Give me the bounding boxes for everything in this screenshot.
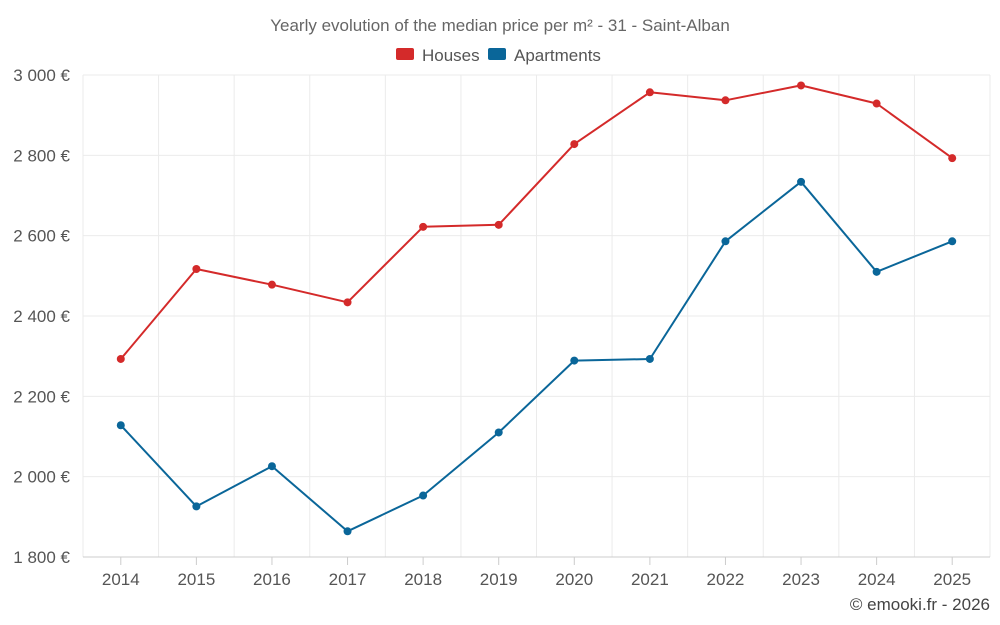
x-tick-label: 2024 [858, 570, 896, 589]
data-point-apartments[interactable] [645, 354, 654, 363]
grid [82, 74, 991, 558]
legend-item-apartments[interactable]: Apartments [488, 46, 601, 65]
legend-label-apartments: Apartments [514, 46, 601, 65]
x-tick-label: 2019 [480, 570, 518, 589]
data-point-houses[interactable] [343, 298, 352, 307]
data-point-apartments[interactable] [192, 502, 201, 511]
y-tick-label: 1 800 € [13, 548, 70, 567]
x-axis: 2014 2015 2016 2017 2018 2019 2020 2021 2022 2023… [83, 556, 990, 589]
x-tick-label: 2015 [177, 570, 215, 589]
x-tick-label: 2017 [329, 570, 367, 589]
y-tick-label: 2 000 € [13, 468, 70, 487]
y-tick-label: 2 600 € [13, 227, 70, 246]
data-point-houses[interactable] [872, 99, 881, 108]
credit-text: © emooki.fr - 2026 [850, 595, 990, 614]
data-point-houses[interactable] [645, 88, 654, 97]
y-tick-label: 3 000 € [13, 66, 70, 85]
x-tick-label: 2014 [102, 570, 140, 589]
y-tick-label: 2 200 € [13, 387, 70, 406]
data-point-houses[interactable] [116, 354, 125, 363]
data-point-apartments[interactable] [872, 267, 881, 276]
data-point-houses[interactable] [494, 220, 503, 229]
data-point-houses[interactable] [797, 81, 806, 90]
x-tick-label: 2016 [253, 570, 291, 589]
y-axis: 1 800 € 2 000 € 2 200 € 2 400 € 2 600 € 2 800… [13, 66, 70, 567]
data-point-apartments[interactable] [797, 177, 806, 186]
y-tick-label: 2 800 € [13, 146, 70, 165]
data-point-apartments[interactable] [570, 356, 579, 365]
chart-title: Yearly evolution of the median price per… [270, 16, 730, 35]
legend-swatch-houses [396, 48, 414, 60]
y-tick-label: 2 400 € [13, 307, 70, 326]
x-tick-label: 2022 [707, 570, 745, 589]
series-line-apartments [120, 180, 953, 533]
data-point-apartments[interactable] [494, 428, 503, 437]
data-point-houses[interactable] [267, 280, 276, 289]
data-point-houses[interactable] [419, 222, 428, 231]
data-point-apartments[interactable] [948, 237, 957, 246]
x-tick-label: 2020 [555, 570, 593, 589]
data-point-houses[interactable] [721, 96, 730, 105]
data-point-apartments[interactable] [721, 237, 730, 246]
data-point-apartments[interactable] [116, 421, 125, 430]
data-point-apartments[interactable] [267, 462, 276, 471]
data-point-houses[interactable] [192, 265, 201, 274]
x-tick-label: 2025 [933, 570, 971, 589]
series-group [116, 81, 957, 536]
legend: Houses Apartments [396, 46, 601, 65]
x-tick-label: 2023 [782, 570, 820, 589]
data-point-houses[interactable] [570, 140, 579, 149]
x-tick-label: 2018 [404, 570, 442, 589]
series-line-houses [120, 84, 953, 360]
data-point-apartments[interactable] [343, 527, 352, 536]
x-tick-label: 2021 [631, 570, 669, 589]
legend-item-houses[interactable]: Houses [396, 46, 480, 65]
data-point-apartments[interactable] [419, 491, 428, 500]
data-point-houses[interactable] [948, 154, 957, 163]
legend-label-houses: Houses [422, 46, 480, 65]
legend-swatch-apartments [488, 48, 506, 60]
